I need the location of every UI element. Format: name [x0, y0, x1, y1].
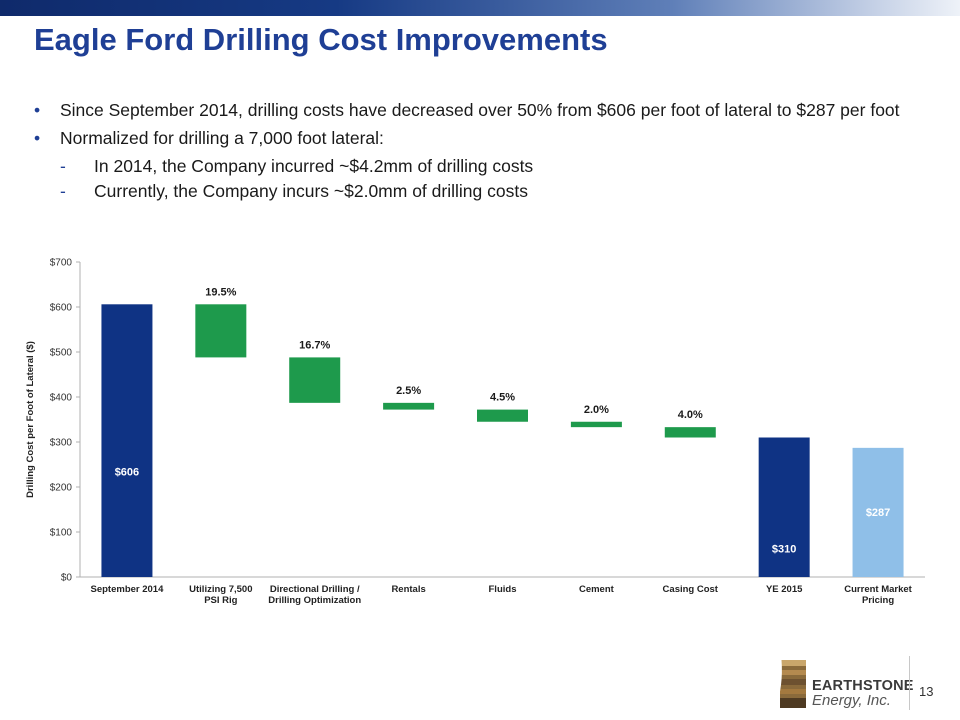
data-label: 19.5%	[205, 286, 236, 298]
x-tick-label: September 2014	[91, 584, 165, 595]
x-tick-label: Fluids	[489, 584, 517, 595]
page-number: 13	[919, 684, 934, 699]
x-tick-label: PSI Rig	[204, 595, 237, 606]
y-tick-label: $600	[50, 303, 73, 314]
current-pricing-bar	[852, 447, 904, 577]
y-tick-label: $400	[50, 393, 73, 404]
y-tick-label: $500	[50, 348, 73, 359]
x-tick-label: Drilling Optimization	[268, 595, 361, 606]
y-tick-label: $200	[50, 483, 73, 494]
logo-sub-text: Energy, Inc.	[812, 692, 891, 709]
sub-bullet-item: - Currently, the Company incurs ~$2.0mm …	[34, 181, 934, 202]
bullet-text: Normalized for drilling a 7,000 foot lat…	[60, 128, 384, 148]
data-label: 2.0%	[584, 404, 609, 416]
bullet-marker: •	[34, 128, 41, 148]
bullet-item: • Normalized for drilling a 7,000 foot l…	[34, 128, 934, 149]
y-tick-label: $700	[50, 258, 73, 269]
x-tick-label: Current Market	[844, 584, 912, 595]
x-tick-label: Pricing	[862, 595, 894, 606]
bullet-item: • Since September 2014, drilling costs h…	[34, 100, 934, 121]
company-logo: EARTHSTONE Energy, Inc.	[770, 656, 920, 712]
bullet-text: Since September 2014, drilling costs hav…	[60, 100, 900, 120]
sub-bullet-text: In 2014, the Company incurred ~$4.2mm of…	[94, 156, 534, 176]
x-tick-label: Directional Drilling /	[270, 584, 360, 595]
decrease-bar	[195, 304, 247, 358]
logo-divider	[909, 656, 910, 710]
x-tick-label: Cement	[579, 584, 615, 595]
data-label: 4.5%	[490, 392, 515, 404]
total-bar	[101, 304, 153, 577]
y-tick-label: $300	[50, 438, 73, 449]
page-title: Eagle Ford Drilling Cost Improvements	[34, 22, 608, 57]
sub-bullet-marker: -	[60, 156, 66, 176]
decrease-bar	[383, 402, 435, 410]
decrease-bar	[477, 409, 528, 422]
logo-name-text: EARTHSTONE	[812, 678, 914, 694]
data-label: 2.5%	[396, 385, 421, 397]
sub-bullet-text: Currently, the Company incurs ~$2.0mm of…	[94, 181, 528, 201]
x-tick-label: Utilizing 7,500	[189, 584, 252, 595]
x-tick-label: Rentals	[391, 584, 425, 595]
x-tick-label: Casing Cost	[663, 584, 719, 595]
sub-bullet-marker: -	[60, 181, 66, 201]
bullet-marker: •	[34, 100, 41, 120]
logo-mark-icon	[772, 659, 806, 709]
decrease-bar	[664, 427, 716, 438]
data-label: 16.7%	[299, 339, 330, 351]
decrease-bar	[570, 421, 622, 428]
y-axis-title: Drilling Cost per Foot of Lateral ($)	[25, 341, 36, 498]
data-label: $310	[772, 543, 796, 555]
bullet-list: • Since September 2014, drilling costs h…	[34, 100, 934, 206]
waterfall-chart: $0 $100 $200 $300 $400 $500 $600 $700 Drilling C…	[25, 258, 925, 606]
sub-bullet-item: - In 2014, the Company incurred ~$4.2mm …	[34, 156, 934, 177]
y-tick-label: $0	[61, 573, 73, 584]
x-tick-label: YE 2015	[766, 584, 803, 595]
header-band	[0, 0, 960, 16]
total-bar	[758, 437, 810, 577]
data-label: 4.0%	[678, 409, 703, 421]
decrease-bar	[289, 357, 341, 403]
y-tick-label: $100	[50, 528, 73, 539]
data-label: $287	[866, 507, 890, 519]
data-label: $606	[115, 467, 139, 479]
